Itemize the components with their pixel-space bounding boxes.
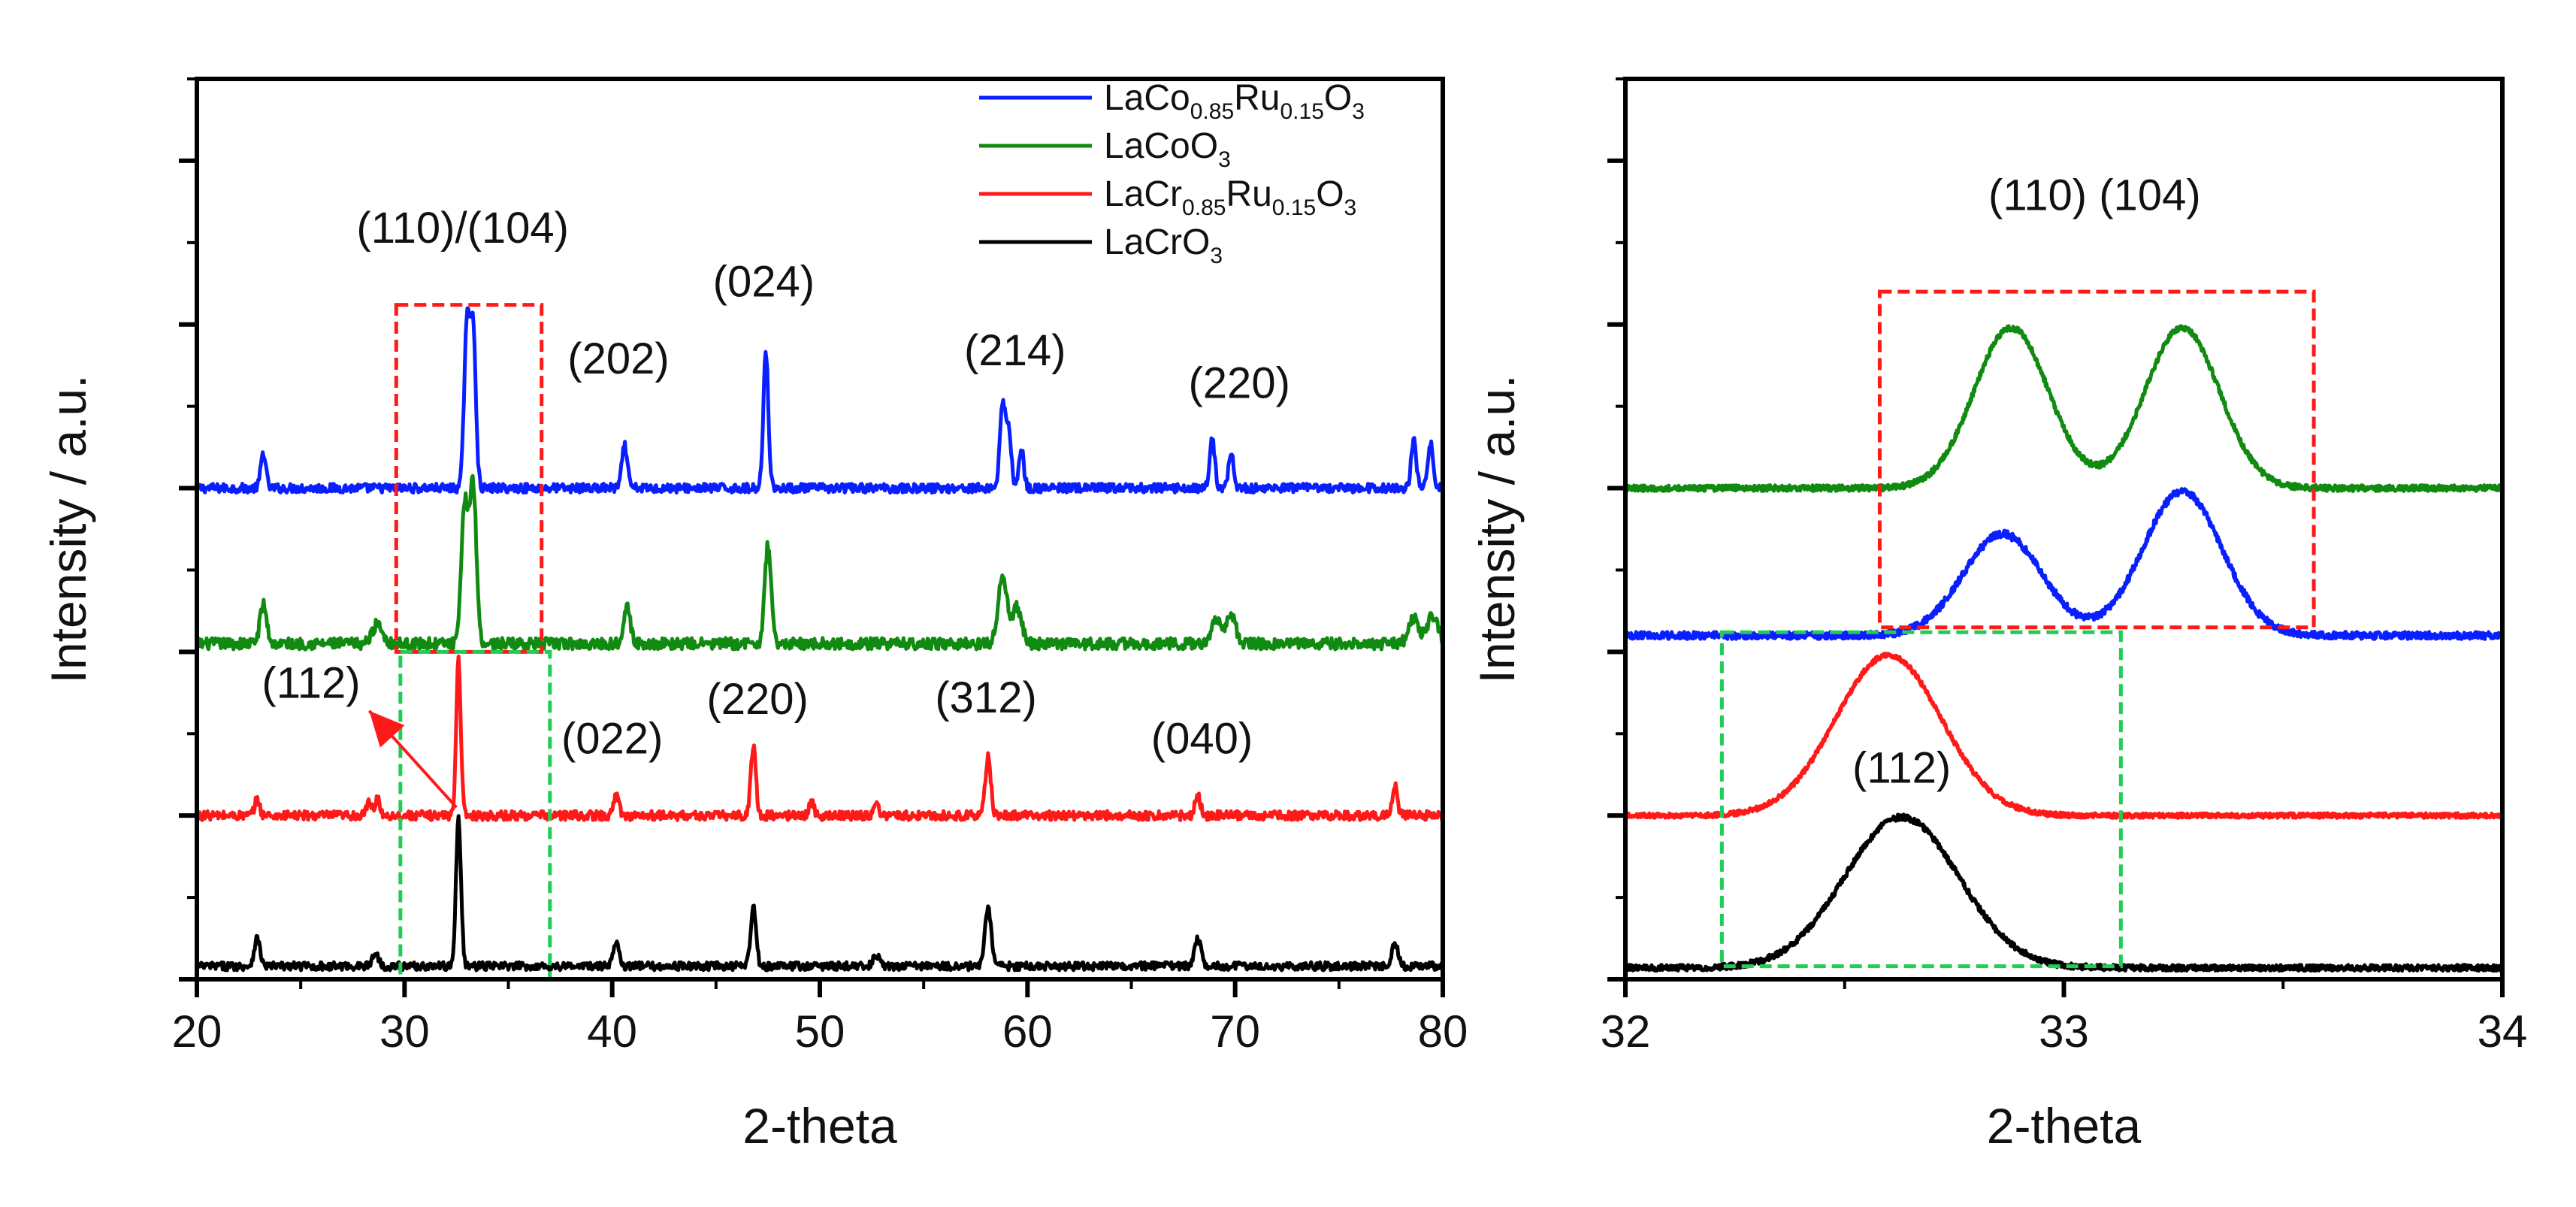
right-zoom-chart: 32 33 34 2-theta Intensity / a.u. (110) (104)… xyxy=(1469,77,2528,1154)
peak-label-left-8: (312) xyxy=(935,673,1036,722)
x-tick-label-left: 80 xyxy=(1418,1006,1468,1057)
series-line-right-2 xyxy=(1623,652,2505,820)
peak-label-left-3: (214) xyxy=(964,326,1066,375)
legend-label-1: LaCoO3 xyxy=(1104,126,1231,172)
peak-label-left-7: (220) xyxy=(706,675,808,724)
peak-label-left-2: (024) xyxy=(713,258,815,307)
x-tick-label-left: 40 xyxy=(587,1006,637,1057)
legend-label-3: LaCrO3 xyxy=(1104,222,1223,268)
series-line-right-0 xyxy=(1624,324,2505,493)
x-tick-label-right: 34 xyxy=(2478,1006,2528,1057)
peak-arrow-head xyxy=(369,710,405,748)
peak-label-right-0: (110) (104) xyxy=(1988,171,2201,219)
x-axis-title-right: 2-theta xyxy=(1987,1098,2142,1154)
series-line-left-1 xyxy=(195,473,1445,652)
highlight-box-right-0 xyxy=(1877,289,2316,630)
x-tick-label-right: 33 xyxy=(2039,1006,2089,1057)
legend-label-2: LaCr0.85Ru0.15O3 xyxy=(1104,174,1356,220)
y-axis-title-right: Intensity / a.u. xyxy=(1469,375,1525,684)
peak-label-left-1: (202) xyxy=(567,334,669,383)
series-line-left-3 xyxy=(195,814,1445,973)
x-tick-label-left: 60 xyxy=(1002,1006,1053,1057)
peak-label-right-1: (112) xyxy=(1852,744,1951,793)
peak-label-left-6: (022) xyxy=(561,714,663,763)
legend-label-0: LaCo0.85Ru0.15O3 xyxy=(1104,78,1365,124)
series-line-left-0 xyxy=(195,306,1445,495)
peak-label-left-9: (040) xyxy=(1151,714,1253,763)
x-tick-label-left: 20 xyxy=(172,1006,222,1057)
left-xrd-chart: 20 30 40 50 60 70 80 2-theta Intensity / a.u. (11… xyxy=(41,77,1468,1154)
x-tick-label-left: 50 xyxy=(795,1006,845,1057)
x-axis-title-left: 2-theta xyxy=(742,1098,897,1154)
x-tick-label-right: 32 xyxy=(1601,1006,1651,1057)
x-tick-label-left: 70 xyxy=(1210,1006,1260,1057)
series-line-right-3 xyxy=(1623,812,2505,973)
peak-label-left-4: (220) xyxy=(1188,359,1290,408)
peak-label-left-5: (112) xyxy=(262,658,360,707)
x-tick-label-left: 30 xyxy=(379,1006,430,1057)
series-line-left-2 xyxy=(195,654,1445,822)
highlight-box-right-1 xyxy=(1719,630,2123,969)
peak-label-left-0: (110)/(104) xyxy=(356,204,569,253)
y-axis-title-left: Intensity / a.u. xyxy=(41,375,96,684)
series-line-right-1 xyxy=(1623,487,2505,641)
highlight-box-left-0 xyxy=(394,303,544,654)
